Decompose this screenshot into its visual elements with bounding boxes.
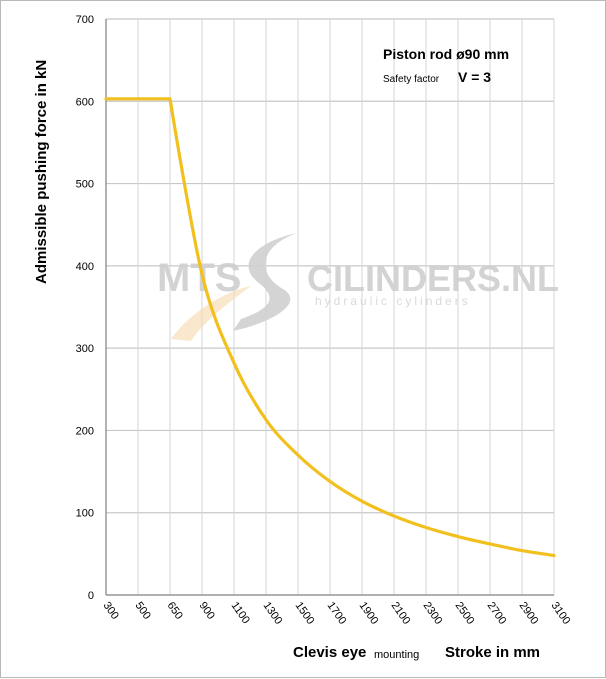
y-tick-labels: 0 100 200 300 400 500 600 700 — [76, 14, 94, 602]
y-tick-label: 100 — [76, 508, 94, 520]
x-tick-label: 2500 — [453, 600, 477, 627]
annotation-safety-factor-label: Safety factor — [383, 74, 440, 85]
watermark-tagline: hydraulic cylinders — [315, 294, 471, 308]
x-tick-label: 900 — [197, 600, 217, 622]
x-tick-label: 1100 — [229, 600, 252, 626]
x-axis-label-main: Clevis eye — [293, 644, 366, 661]
x-tick-label: 650 — [165, 600, 185, 622]
x-tick-label: 1500 — [293, 600, 317, 627]
x-axis-label-sub: mounting — [374, 649, 419, 661]
x-tick-label: 2900 — [517, 600, 541, 627]
x-tick-label: 3100 — [549, 600, 573, 627]
x-tick-label: 500 — [133, 600, 153, 622]
x-tick-label: 2300 — [421, 600, 445, 627]
y-tick-label: 0 — [88, 590, 94, 602]
x-tick-label: 1700 — [325, 600, 349, 627]
y-tick-label: 300 — [76, 343, 94, 355]
annotation-piston-rod: Piston rod ø90 mm — [383, 46, 509, 62]
y-tick-label: 500 — [76, 179, 94, 191]
x-axis-label-stroke: Stroke in mm — [445, 644, 540, 661]
y-tick-label: 200 — [76, 425, 94, 437]
x-tick-label: 2100 — [389, 600, 413, 627]
y-axis-label: Admissible pushing force in kN — [33, 60, 50, 284]
x-tick-labels: 300 500 650 900 1100 1300 1500 1700 1900 2100 2300… — [101, 600, 573, 627]
x-tick-label: 2700 — [485, 600, 509, 627]
x-tick-label: 1300 — [261, 600, 285, 627]
y-tick-label: 600 — [76, 96, 94, 108]
annotation-safety-factor-value: V = 3 — [458, 69, 491, 85]
y-tick-label: 700 — [76, 14, 94, 26]
x-tick-label: 300 — [101, 600, 121, 622]
watermark-brand-right: CILINDERS.NL — [307, 258, 559, 299]
x-tick-label: 1900 — [357, 600, 381, 627]
watermark-swoosh-icon — [233, 233, 297, 331]
y-tick-label: 400 — [76, 261, 94, 273]
